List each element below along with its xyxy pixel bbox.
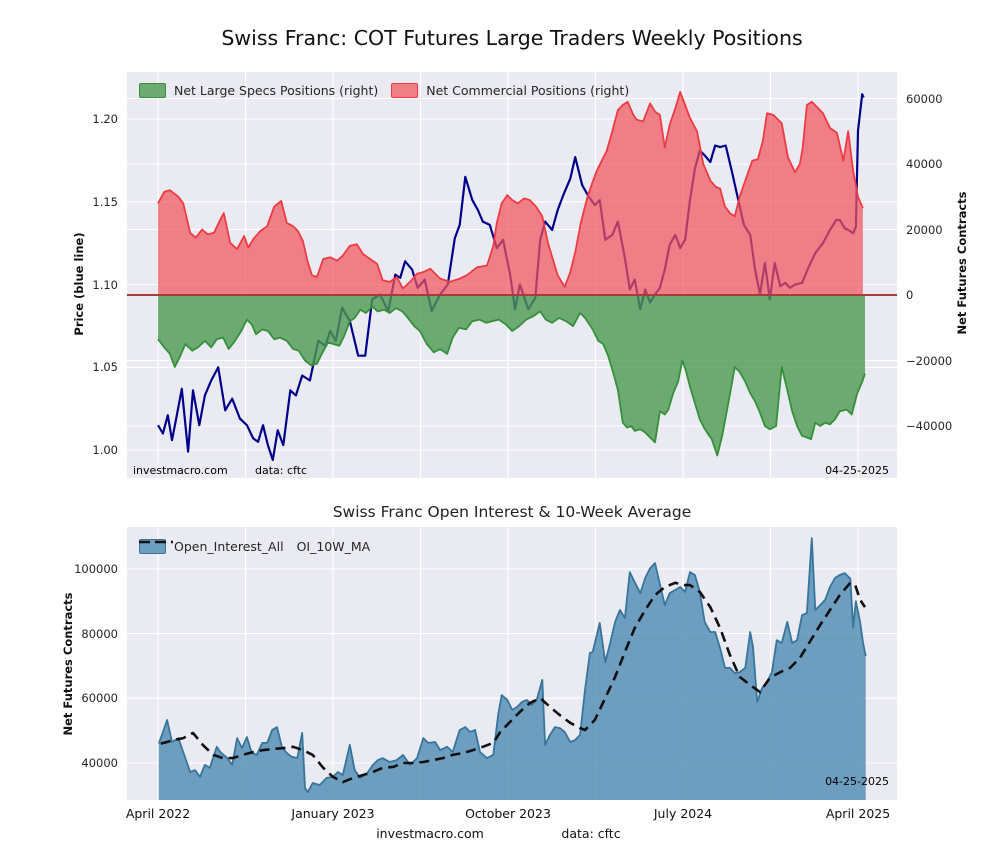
top-left-axis-label: Price (blue line) — [72, 232, 86, 336]
net-commercial-positions-area — [158, 91, 863, 296]
ma-legend-dash-icon — [139, 540, 175, 544]
left-axis-tick-label: 1.00 — [92, 443, 118, 457]
chart-bottom-svg — [127, 527, 897, 800]
chart-top-svg — [127, 72, 897, 478]
top-chart-legend: Net Large Specs Positions (right) Net Co… — [139, 83, 629, 98]
watermark-text: investmacro.com — [133, 464, 228, 477]
report-date-bottom: 04-25-2025 — [825, 775, 889, 788]
open-interest-legend-label: Open_Interest_All — [174, 539, 284, 554]
report-date-top: 04-25-2025 — [825, 464, 889, 477]
right-axis-tick-label: −20000 — [906, 353, 953, 368]
footer-source: data: cftc — [561, 826, 621, 841]
right-axis-tick-label: −40000 — [906, 419, 953, 433]
footer-watermark: investmacro.com — [376, 826, 484, 841]
net-large-specs-positions-edge — [157, 305, 866, 457]
left-axis-tick-label: 1.10 — [92, 277, 118, 292]
left-axis-tick-label: 1.15 — [92, 194, 118, 209]
open-interest-all-edge — [157, 537, 867, 793]
left-axis-tick-label: 1.05 — [92, 360, 118, 375]
net-large-specs-positions-area — [158, 295, 865, 456]
left-axis-tick-label: 1.20 — [92, 112, 118, 126]
figure-title: Swiss Franc: COT Futures Large Traders W… — [221, 26, 803, 50]
left-axis-tick-label: 100000 — [74, 561, 118, 576]
net-commercial-positions-edge — [157, 91, 864, 290]
top-chart-plot-area: Net Large Specs Positions (right) Net Co… — [92, 72, 952, 478]
x-axis-tick-label: April 2025 — [825, 806, 891, 821]
commercials-legend-swatch — [391, 83, 419, 98]
bottom-chart-legend: Open_Interest_All OI_10W_MA — [139, 539, 370, 554]
right-axis-tick-label: 40000 — [906, 157, 943, 171]
commercials-legend-label: Net Commercial Positions (right) — [426, 83, 630, 98]
x-axis-tick-label: January 2023 — [291, 806, 375, 821]
x-axis-tick-label: July 2024 — [653, 806, 713, 821]
ma-legend-label: OI_10W_MA — [296, 539, 371, 554]
x-axis-tick-label: October 2023 — [465, 806, 551, 821]
right-axis-tick-label: 20000 — [906, 222, 943, 237]
right-axis-tick-label: 0 — [906, 288, 914, 302]
bottom-left-axis-label: Net Futures Contracts — [61, 592, 75, 736]
specs-legend-label: Net Large Specs Positions (right) — [174, 83, 379, 98]
bottom-chart-plot-area: Open_Interest_All OI_10W_MA 04-25-2025 1… — [74, 527, 897, 821]
top-right-axis-label: Net Futures Contracts — [955, 191, 969, 335]
x-axis-tick-label: April 2022 — [125, 806, 191, 821]
specs-legend-swatch — [139, 83, 166, 98]
left-axis-tick-label: 60000 — [81, 691, 118, 706]
bottom-chart-title: Swiss Franc Open Interest & 10-Week Aver… — [332, 503, 692, 521]
left-axis-tick-label: 80000 — [81, 626, 118, 641]
oi-10w-ma-line — [160, 581, 867, 784]
open-interest-all-area — [158, 538, 866, 800]
data-source-text: data: cftc — [255, 464, 308, 477]
right-axis-tick-label: 60000 — [906, 91, 943, 106]
left-axis-tick-label: 40000 — [81, 756, 118, 770]
